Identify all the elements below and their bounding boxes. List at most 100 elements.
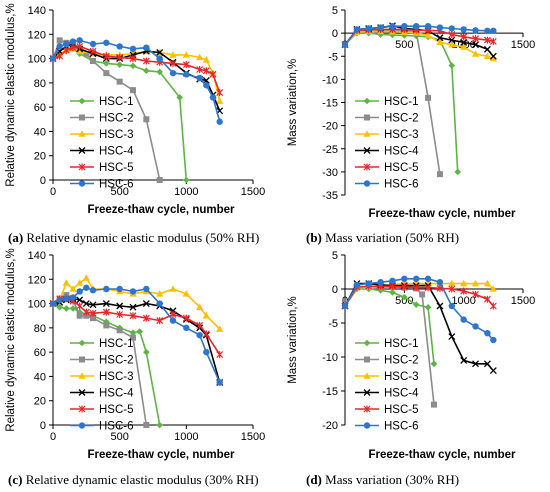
data-point xyxy=(103,60,110,67)
data-point xyxy=(389,289,396,296)
series-line xyxy=(52,48,221,102)
data-point xyxy=(424,31,432,39)
data-point xyxy=(209,94,217,101)
x-tick-label: 1500 xyxy=(241,431,265,443)
x-axis-label: Freeze-thaw cycle, number xyxy=(369,449,517,461)
y-tick-label: 40 xyxy=(34,126,46,138)
data-point xyxy=(76,47,84,55)
caption-c-letter: (c) xyxy=(8,472,23,487)
caption-a: (a) Relative dynamic elastic modulus (50… xyxy=(8,230,259,246)
y-tick-label: 140 xyxy=(28,5,46,17)
data-point xyxy=(69,294,77,301)
data-point xyxy=(143,285,150,293)
data-point xyxy=(156,68,163,76)
data-point xyxy=(454,168,462,176)
data-point xyxy=(182,51,190,58)
data-point xyxy=(490,336,497,344)
data-point xyxy=(116,311,124,318)
data-point xyxy=(129,303,137,311)
data-point xyxy=(489,52,497,60)
legend-marker xyxy=(363,422,371,429)
legend-label: HSC-3 xyxy=(384,371,419,383)
x-tick-label: 500 xyxy=(110,186,128,198)
data-point xyxy=(169,317,177,324)
data-point xyxy=(89,40,97,48)
legend-marker xyxy=(79,114,85,121)
x-tick-label: 0 xyxy=(342,295,348,307)
series-hsc-6 xyxy=(49,284,223,386)
legend-marker xyxy=(363,339,371,347)
x-tick-label: 0 xyxy=(50,186,56,198)
series-hsc-5 xyxy=(49,42,224,97)
data-point xyxy=(216,325,224,332)
data-point xyxy=(460,33,468,41)
data-point xyxy=(472,27,479,34)
data-point xyxy=(82,274,90,281)
series-line xyxy=(344,288,435,364)
data-point xyxy=(130,334,136,341)
chart-panel-c: 0 20 40 60 80 100 120 140 0 500 1000 1500 Freeze-tha… xyxy=(5,248,265,461)
data-point xyxy=(489,54,497,62)
data-point xyxy=(460,38,468,46)
series-hsc-6 xyxy=(341,275,497,344)
y-tick-label: -20 xyxy=(322,420,338,432)
legend-label: HSC-2 xyxy=(384,113,419,125)
caption-b-letter: (b) xyxy=(306,230,322,245)
data-point xyxy=(401,22,408,30)
data-point xyxy=(412,301,420,308)
legend-label: HSC-6 xyxy=(384,421,419,433)
x-tick-label: 1000 xyxy=(174,431,198,443)
legend-label: HSC-5 xyxy=(99,162,134,174)
data-point xyxy=(116,53,124,61)
caption-a-text: Relative dynamic elastic modulus (50% RH… xyxy=(23,230,260,245)
y-tick-label: 120 xyxy=(28,274,46,286)
legend-marker xyxy=(364,356,370,363)
caption-d-text: Mass variation (30% RH) xyxy=(321,472,460,487)
data-point xyxy=(472,323,479,330)
data-point xyxy=(156,317,164,325)
x-tick-label: 0 xyxy=(50,431,56,443)
y-tick-label: -5 xyxy=(328,51,338,63)
legend: HSC-1 HSC-2 HSC-3 HSC-4 HSC-5 HSC-6 xyxy=(70,338,134,433)
data-point xyxy=(56,303,63,311)
data-point xyxy=(183,324,190,332)
data-point xyxy=(377,31,384,38)
y-tick-label: -15 xyxy=(322,98,338,110)
data-point xyxy=(401,275,408,282)
caption-d: (d) Mass variation (30% RH) xyxy=(306,472,459,488)
legend-marker xyxy=(78,130,86,137)
data-point xyxy=(156,421,163,429)
y-tick-label: -20 xyxy=(322,121,338,133)
data-point xyxy=(143,44,150,51)
legend-label: HSC-3 xyxy=(384,129,419,141)
data-point xyxy=(216,351,224,359)
data-point xyxy=(116,327,123,334)
data-point xyxy=(156,55,163,62)
data-point xyxy=(76,312,83,319)
data-point xyxy=(63,40,70,48)
legend-marker xyxy=(363,180,371,187)
data-point xyxy=(448,302,455,310)
y-tick-label: 100 xyxy=(28,54,46,66)
data-point xyxy=(62,46,70,54)
caption-c: (c) Relative dynamic elastic modulus (30… xyxy=(8,472,259,488)
data-point xyxy=(377,279,384,286)
data-point xyxy=(472,290,479,298)
data-point xyxy=(69,285,77,292)
y-tick-label: -5 xyxy=(328,318,338,330)
data-point xyxy=(89,287,97,294)
data-point xyxy=(460,287,468,295)
y-axis-label: Mass variation,% xyxy=(287,296,299,384)
legend-label: HSC-6 xyxy=(384,179,419,191)
x-tick-label: 500 xyxy=(395,295,413,307)
data-point xyxy=(196,331,203,339)
data-point xyxy=(129,62,137,70)
legend: HSC-1 HSC-2 HSC-3 HSC-4 HSC-5 HSC-6 xyxy=(70,96,134,191)
data-point xyxy=(129,312,137,320)
y-tick-label: -35 xyxy=(322,190,338,202)
legend-label: HSC-5 xyxy=(384,162,419,174)
data-point xyxy=(196,321,204,329)
chart-panel-a: 0 20 40 60 80 100 120 140 0 500 1000 1500 Freeze-tha… xyxy=(5,3,265,216)
legend-label: HSC-6 xyxy=(99,179,134,191)
legend-marker xyxy=(78,97,86,105)
